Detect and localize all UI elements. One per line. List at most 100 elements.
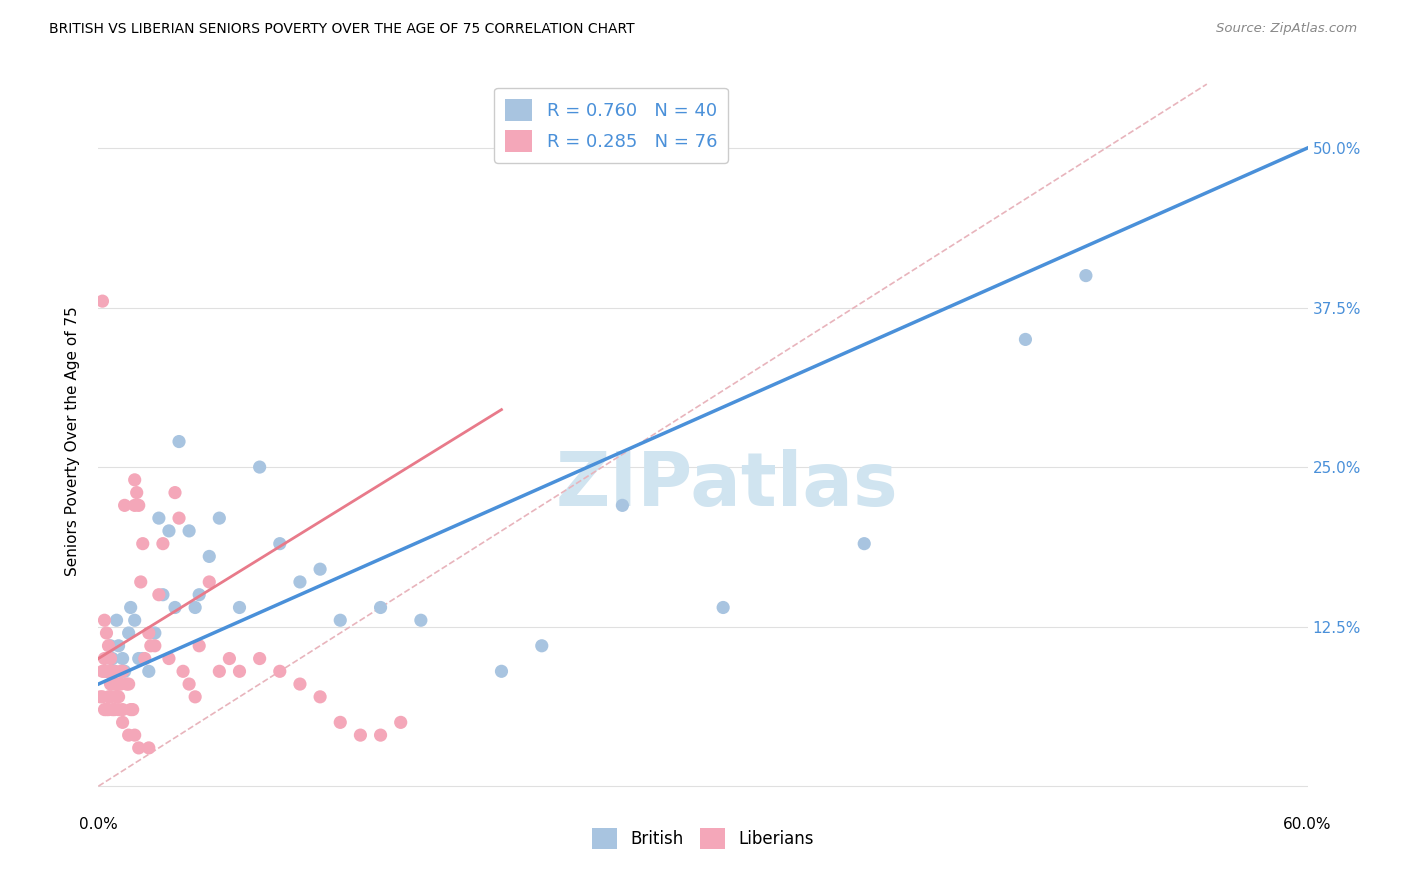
Point	[188, 588, 211, 602]
Point	[89, 690, 111, 704]
Point	[101, 651, 124, 665]
Point	[101, 677, 124, 691]
Point	[103, 665, 125, 679]
Point	[138, 626, 160, 640]
Point	[163, 485, 186, 500]
Point	[114, 665, 136, 679]
Point	[118, 728, 141, 742]
Point	[349, 728, 371, 742]
Point	[157, 524, 180, 538]
Point	[167, 434, 190, 449]
Point	[91, 294, 114, 309]
Point	[148, 588, 170, 602]
Point	[269, 536, 291, 550]
Point	[100, 639, 122, 653]
Point	[124, 728, 146, 742]
Point	[97, 665, 120, 679]
Point	[288, 677, 311, 691]
Point	[93, 613, 115, 627]
Point	[138, 740, 160, 755]
Point	[107, 690, 129, 704]
Point	[96, 665, 118, 679]
Point	[198, 574, 221, 589]
Point	[128, 740, 150, 755]
Point	[101, 665, 124, 679]
Point	[389, 715, 412, 730]
Point	[1014, 333, 1036, 347]
Point	[93, 665, 115, 679]
Point	[157, 651, 180, 665]
Point	[288, 574, 311, 589]
Point	[110, 665, 132, 679]
Point	[218, 651, 240, 665]
Point	[96, 703, 118, 717]
Point	[111, 651, 134, 665]
Point	[184, 600, 207, 615]
Point	[128, 651, 150, 665]
Point	[93, 651, 115, 665]
Point	[179, 524, 201, 538]
Point	[121, 703, 143, 717]
Point	[97, 665, 120, 679]
Point	[111, 703, 134, 717]
Point	[329, 715, 352, 730]
Point	[184, 690, 207, 704]
Point	[97, 703, 120, 717]
Point	[208, 665, 231, 679]
Point	[143, 639, 166, 653]
Point	[138, 665, 160, 679]
Point	[143, 626, 166, 640]
Point	[115, 677, 138, 691]
Point	[329, 613, 352, 627]
Point	[711, 600, 734, 615]
Point	[208, 511, 231, 525]
Point	[120, 703, 142, 717]
Point	[124, 473, 146, 487]
Point	[97, 639, 120, 653]
Point	[249, 651, 271, 665]
Point	[118, 626, 141, 640]
Point	[107, 639, 129, 653]
Point	[91, 665, 114, 679]
Point	[249, 460, 271, 475]
Point	[120, 600, 142, 615]
Point	[101, 665, 124, 679]
Point	[309, 690, 332, 704]
Point	[110, 677, 132, 691]
Point	[269, 665, 291, 679]
Point	[118, 677, 141, 691]
Point	[105, 690, 128, 704]
Point	[103, 665, 125, 679]
Point	[100, 677, 122, 691]
Point	[491, 665, 513, 679]
Point	[96, 626, 118, 640]
Point	[114, 499, 136, 513]
Point	[228, 665, 250, 679]
Point	[105, 677, 128, 691]
Point	[370, 600, 392, 615]
Point	[179, 677, 201, 691]
Point	[530, 639, 553, 653]
Legend: British, Liberians: British, Liberians	[585, 822, 821, 855]
Point	[152, 588, 174, 602]
Point	[134, 651, 156, 665]
Point	[103, 677, 125, 691]
Point	[103, 703, 125, 717]
Point	[107, 677, 129, 691]
Point	[370, 728, 392, 742]
Point	[93, 703, 115, 717]
Point	[129, 574, 152, 589]
Point	[128, 499, 150, 513]
Point	[132, 536, 155, 550]
Point	[1074, 268, 1097, 283]
Text: ZIPatlas: ZIPatlas	[555, 450, 898, 523]
Point	[309, 562, 332, 576]
Point	[111, 715, 134, 730]
Point	[132, 651, 155, 665]
Point	[148, 511, 170, 525]
Text: BRITISH VS LIBERIAN SENIORS POVERTY OVER THE AGE OF 75 CORRELATION CHART: BRITISH VS LIBERIAN SENIORS POVERTY OVER…	[49, 22, 636, 37]
Point	[188, 639, 211, 653]
Point	[100, 651, 122, 665]
Point	[124, 499, 146, 513]
Point	[163, 600, 186, 615]
